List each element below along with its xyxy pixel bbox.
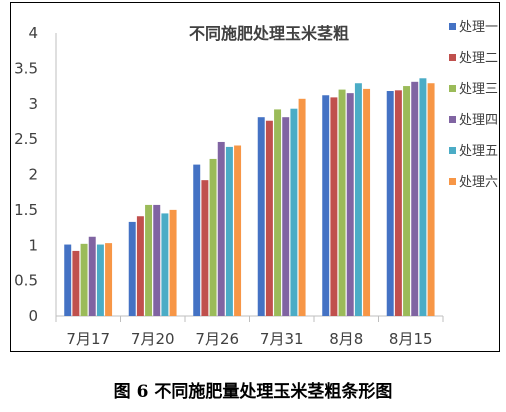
bar-2-2 bbox=[136, 216, 144, 316]
bar-3-1 bbox=[80, 243, 88, 316]
legend-label: 处理六 bbox=[459, 175, 498, 190]
x-tick-label: 7月26 bbox=[195, 330, 239, 348]
legend-label: 处理四 bbox=[459, 113, 498, 128]
legend-swatch bbox=[449, 85, 456, 92]
bar-4-2 bbox=[153, 204, 161, 316]
figure-caption: 图 6 不同施肥量处理玉米茎粗条形图 bbox=[113, 382, 393, 402]
legend-swatch bbox=[449, 178, 456, 185]
bar-6-2 bbox=[169, 209, 177, 316]
x-tick-label: 7月31 bbox=[260, 330, 304, 348]
bar-5-4 bbox=[290, 108, 298, 316]
bar-4-3 bbox=[217, 141, 225, 316]
bar-1-4 bbox=[257, 117, 265, 316]
x-tick-label: 8月8 bbox=[329, 330, 363, 348]
bar-5-5 bbox=[354, 83, 362, 316]
bar-3-6 bbox=[403, 86, 411, 316]
bar-1-2 bbox=[128, 221, 136, 316]
legend-swatch bbox=[449, 23, 456, 30]
bar-5-6 bbox=[419, 78, 427, 316]
y-tick-label: 1 bbox=[28, 236, 38, 254]
legend-label: 处理三 bbox=[459, 82, 498, 97]
bar-2-3 bbox=[201, 180, 209, 316]
y-tick-label: 1.5 bbox=[14, 201, 38, 219]
bar-2-1 bbox=[72, 250, 80, 316]
bar-3-3 bbox=[209, 158, 217, 316]
legend-label: 处理五 bbox=[459, 144, 498, 159]
y-tick-label: 3 bbox=[28, 95, 38, 113]
bar-4-1 bbox=[88, 236, 96, 316]
chart-frame: 不同施肥处理玉米茎粗 0 0.5 1 1.5 2 2.5 3 3.5 4 7月17 7月20 7月2… bbox=[10, 2, 500, 352]
bar-6-4 bbox=[298, 98, 306, 316]
y-tick-label: 4 bbox=[28, 24, 38, 42]
bar-6-6 bbox=[427, 83, 435, 316]
bar-3-4 bbox=[274, 109, 282, 316]
chart-title: 不同施肥处理玉米茎粗 bbox=[189, 24, 349, 43]
bar-4-5 bbox=[346, 93, 354, 316]
bar-1-1 bbox=[64, 244, 72, 316]
legend-swatch bbox=[449, 116, 456, 123]
bar-3-5 bbox=[338, 89, 346, 316]
legend-label: 处理二 bbox=[459, 51, 498, 66]
bar-1-5 bbox=[322, 95, 330, 316]
bar-4-4 bbox=[282, 117, 290, 316]
y-tick-label: 0 bbox=[28, 307, 38, 325]
bar-2-6 bbox=[394, 90, 402, 317]
legend-swatch bbox=[449, 147, 456, 154]
bar-5-2 bbox=[161, 213, 169, 316]
bar-1-3 bbox=[193, 164, 201, 316]
legend-swatch bbox=[449, 54, 456, 61]
bar-5-1 bbox=[96, 244, 104, 316]
bar-chart: 不同施肥处理玉米茎粗 0 0.5 1 1.5 2 2.5 3 3.5 4 7月17 7月20 7月2… bbox=[14, 20, 498, 348]
bar-5-3 bbox=[225, 146, 233, 316]
y-tick-label: 0.5 bbox=[14, 272, 38, 290]
bar-6-3 bbox=[234, 145, 242, 316]
x-tick-label: 7月17 bbox=[66, 330, 110, 348]
bar-2-4 bbox=[265, 120, 273, 316]
bar-6-1 bbox=[105, 243, 113, 316]
y-tick-label: 2 bbox=[28, 166, 38, 184]
x-axis: 7月17 7月20 7月26 7月31 8月8 8月15 bbox=[55, 315, 444, 348]
bar-1-6 bbox=[386, 91, 394, 316]
legend-label: 处理一 bbox=[459, 20, 498, 35]
y-tick-label: 3.5 bbox=[14, 59, 38, 77]
bars bbox=[64, 78, 435, 317]
x-tick-label: 7月20 bbox=[131, 330, 175, 348]
bar-2-5 bbox=[330, 97, 338, 316]
bar-4-6 bbox=[411, 81, 419, 316]
bar-6-5 bbox=[363, 88, 371, 316]
y-tick-label: 2.5 bbox=[14, 130, 38, 148]
x-tick-label: 8月15 bbox=[389, 330, 433, 348]
bar-3-2 bbox=[145, 204, 153, 316]
y-axis: 0 0.5 1 1.5 2 2.5 3 3.5 4 bbox=[14, 24, 57, 325]
